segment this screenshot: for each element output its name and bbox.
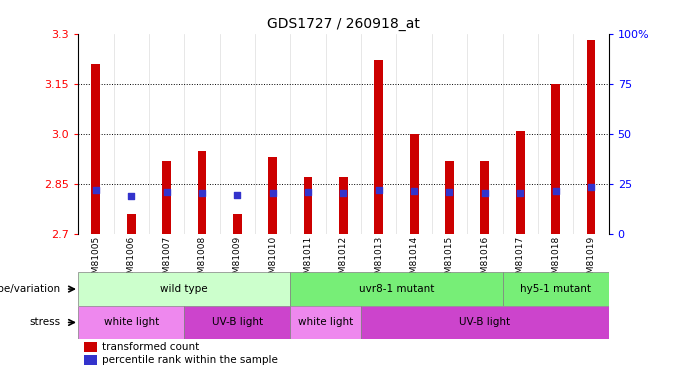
Text: GSM81008: GSM81008	[197, 236, 207, 285]
Bar	[551, 84, 560, 234]
Text: GSM81006: GSM81006	[126, 236, 136, 285]
Bar	[84, 355, 97, 364]
Text: GSM81009: GSM81009	[233, 236, 242, 285]
Bar	[290, 306, 361, 339]
Bar	[303, 177, 312, 234]
Text: white light: white light	[298, 318, 354, 327]
Text: GSM81013: GSM81013	[374, 236, 384, 285]
Bar	[162, 160, 171, 234]
Text: percentile rank within the sample: percentile rank within the sample	[102, 354, 278, 364]
Text: GSM81016: GSM81016	[480, 236, 490, 285]
Bar	[91, 64, 101, 234]
Text: transformed count: transformed count	[102, 342, 199, 352]
Bar	[78, 272, 290, 306]
Point	[126, 193, 137, 199]
Bar	[233, 214, 242, 234]
Bar	[290, 272, 503, 306]
Text: GSM81012: GSM81012	[339, 236, 348, 285]
Bar	[586, 40, 595, 234]
Bar	[126, 214, 135, 234]
Bar	[445, 160, 454, 234]
Text: uvr8-1 mutant: uvr8-1 mutant	[359, 284, 434, 294]
Point	[373, 187, 384, 193]
Bar	[503, 272, 609, 306]
Point	[479, 190, 490, 196]
Text: genotype/variation: genotype/variation	[0, 284, 61, 294]
Bar	[84, 342, 97, 352]
Text: GSM81011: GSM81011	[303, 236, 313, 285]
Bar	[268, 157, 277, 234]
Text: GSM81005: GSM81005	[91, 236, 101, 285]
Point	[232, 192, 243, 198]
Text: UV-B light: UV-B light	[211, 318, 263, 327]
Point	[515, 190, 526, 196]
Bar	[197, 150, 206, 234]
Text: stress: stress	[29, 318, 61, 327]
Point	[267, 190, 278, 196]
Text: GSM81014: GSM81014	[409, 236, 419, 285]
Text: wild type: wild type	[160, 284, 208, 294]
Point	[550, 188, 561, 194]
Point	[161, 189, 172, 195]
Text: GSM81010: GSM81010	[268, 236, 277, 285]
Point	[303, 189, 313, 195]
Text: GSM81015: GSM81015	[445, 236, 454, 285]
Bar	[361, 306, 609, 339]
Bar	[480, 160, 489, 234]
Point	[409, 188, 420, 194]
Text: GSM81018: GSM81018	[551, 236, 560, 285]
Point	[444, 189, 455, 195]
Point	[197, 190, 207, 196]
Bar	[515, 130, 525, 234]
Point	[338, 190, 349, 196]
Point	[585, 184, 596, 190]
Text: white light: white light	[103, 318, 159, 327]
Text: GSM81017: GSM81017	[515, 236, 525, 285]
Bar	[374, 60, 383, 234]
Text: GSM81007: GSM81007	[162, 236, 171, 285]
Bar	[78, 306, 184, 339]
Text: hy5-1 mutant: hy5-1 mutant	[520, 284, 591, 294]
Text: UV-B light: UV-B light	[459, 318, 511, 327]
Text: GSM81019: GSM81019	[586, 236, 596, 285]
Bar	[409, 134, 418, 234]
Bar	[184, 306, 290, 339]
Point	[90, 187, 101, 193]
Bar	[339, 177, 347, 234]
Title: GDS1727 / 260918_at: GDS1727 / 260918_at	[267, 17, 420, 32]
